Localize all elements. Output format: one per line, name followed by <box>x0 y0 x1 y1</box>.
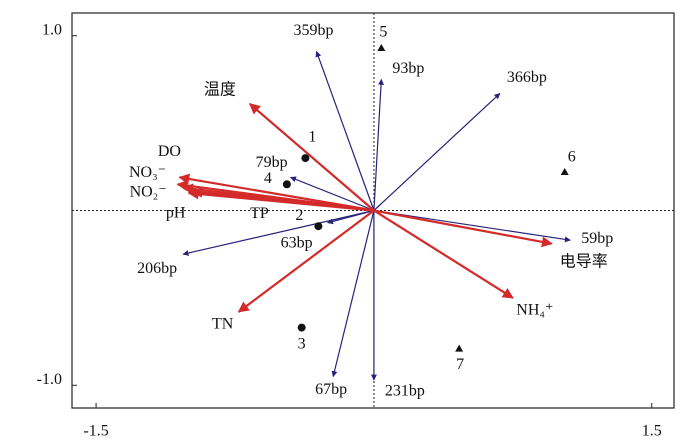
species-arrow <box>373 78 385 211</box>
species-label: 366bp <box>507 69 547 86</box>
species-label: 231bp <box>385 383 425 400</box>
species-label: 206bp <box>137 260 177 277</box>
environment-label: TN <box>212 316 234 333</box>
environment-label: NH₄⁺ <box>516 302 553 319</box>
species-label: 93bp <box>392 60 424 77</box>
sample-point <box>297 323 306 332</box>
species-label: 67bp <box>315 381 347 398</box>
environment-label: DO <box>158 143 181 160</box>
species-label: 59bp <box>581 230 613 247</box>
species-label: 63bp <box>281 234 313 251</box>
sample-label: 2 <box>295 207 303 224</box>
environment-arrow <box>373 209 514 299</box>
environment-arrow <box>248 103 375 212</box>
y-tick-label: -1.0 <box>37 371 62 388</box>
environment-arrow <box>373 209 553 248</box>
environment-label: NO₃⁻ <box>129 164 166 181</box>
species-arrow <box>331 210 375 378</box>
y-tick-label: 1.0 <box>42 21 62 38</box>
sample-point <box>560 168 569 176</box>
environment-label: 电导率 <box>560 252 608 270</box>
species-arrow <box>373 209 571 243</box>
x-tick-label: -1.5 <box>83 423 108 440</box>
sample-point <box>314 222 323 231</box>
sample-point <box>282 180 291 189</box>
environment-label: TP <box>250 205 269 222</box>
environment-label: pH <box>166 205 186 222</box>
environment-arrow <box>191 186 375 212</box>
sample-label: 1 <box>308 129 316 146</box>
sample-point <box>301 154 310 163</box>
environment-label: 温度 <box>204 81 236 99</box>
environment-arrow <box>178 173 375 212</box>
sample-label: 4 <box>264 170 272 187</box>
sample-point <box>455 344 464 352</box>
sample-label: 7 <box>456 356 464 373</box>
environment-label: NO₂⁻ <box>130 183 167 200</box>
sample-point <box>377 43 386 51</box>
sample-label: 6 <box>568 149 576 166</box>
sample-label: 5 <box>379 24 387 41</box>
environment-arrow <box>237 209 375 313</box>
x-tick-label: 1.5 <box>642 423 662 440</box>
species-arrow <box>290 176 375 212</box>
species-label: 359bp <box>294 22 334 39</box>
species-label: 79bp <box>256 154 288 171</box>
species-arrow <box>315 50 375 211</box>
species-arrow <box>373 92 501 211</box>
species-arrow <box>182 209 375 256</box>
sample-label: 3 <box>298 335 306 352</box>
